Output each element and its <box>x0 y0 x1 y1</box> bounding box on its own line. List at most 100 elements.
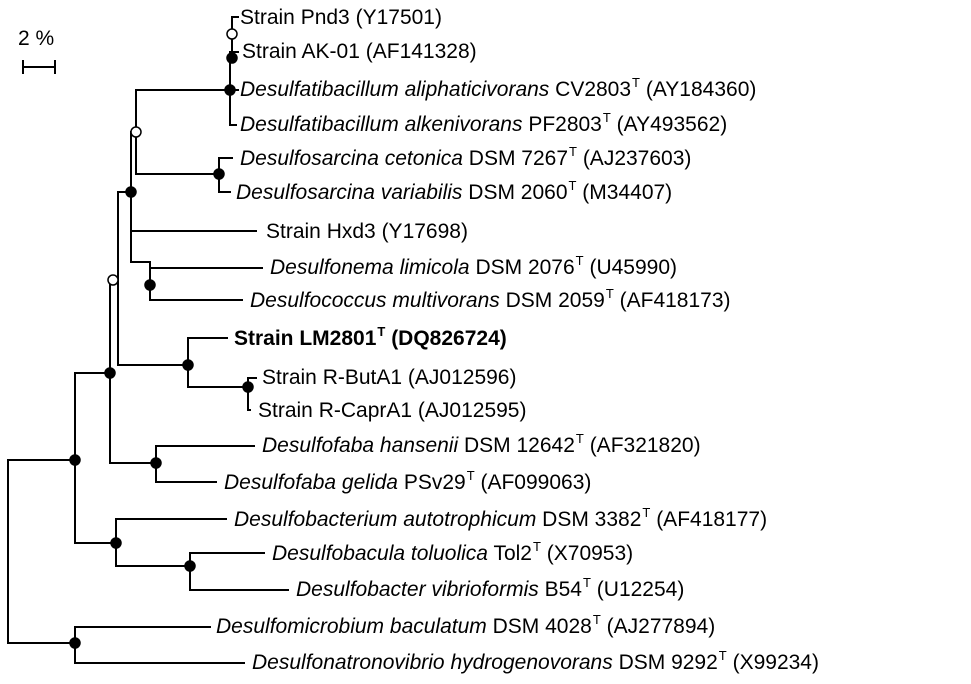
accession-number: (AY184360) <box>645 78 757 101</box>
taxon-label: Desulfomicrobium baculatum DSM 4028T (AJ… <box>216 612 716 642</box>
species-name: Desulfococcus multivorans <box>250 289 500 312</box>
accession-number: (U12254) <box>596 578 685 601</box>
node-filled <box>182 359 194 371</box>
strain-name: Strain R-CaprA1 <box>258 399 413 422</box>
node-filled <box>213 168 225 180</box>
species-name: Desulfobacula toluolica <box>272 542 488 565</box>
taxon-label: Desulfatibacillum alkenivorans PF2803T (… <box>240 110 728 140</box>
accession-number: (AF099063) <box>480 471 592 494</box>
accession-number: (Y17501) <box>355 6 442 29</box>
type-strain-mark: T <box>575 431 584 446</box>
species-name: Desulfonatronovibrio hydrogenovorans <box>252 651 613 674</box>
bootstrap-nodes <box>69 28 254 649</box>
accession-number: (DQ826724) <box>391 327 507 350</box>
taxon-label: Desulfofaba gelida PSv29T (AF099063) <box>224 468 592 498</box>
species-name: Desulfofaba gelida <box>224 471 398 494</box>
taxon-label: Strain Hxd3 (Y17698) <box>266 219 468 245</box>
type-strain-mark: T <box>568 178 577 193</box>
accession-number: (AF418177) <box>656 508 768 531</box>
strain-designation: PF2803 <box>528 113 602 136</box>
node-filled <box>69 637 81 649</box>
strain-designation: Tol2 <box>493 542 532 565</box>
node-filled <box>125 186 137 198</box>
node-filled <box>184 560 196 572</box>
strain-designation: DSM 9292 <box>618 651 718 674</box>
strain-name: Strain AK-01 <box>242 40 360 63</box>
taxon-label: Desulfococcus multivorans DSM 2059T (AF4… <box>250 286 731 316</box>
accession-number: (AJ237603) <box>582 147 692 170</box>
node-filled <box>242 381 254 393</box>
scale-bar <box>22 60 56 74</box>
node-filled <box>226 52 238 64</box>
accession-number: (AJ277894) <box>606 615 716 638</box>
species-name: Desulfatibacillum alkenivorans <box>240 113 523 136</box>
taxon-label: Strain AK-01 (AF141328) <box>242 39 477 65</box>
taxon-label: Desulfobacter vibrioformis B54T (U12254) <box>296 575 685 605</box>
taxon-label: Desulfonema limicola DSM 2076T (U45990) <box>270 253 678 283</box>
strain-name: Strain Hxd3 <box>266 220 376 243</box>
accession-number: (M34407) <box>582 181 673 204</box>
species-name: Desulfatibacillum aliphaticivorans <box>240 78 550 101</box>
taxon-label: Strain R-CaprA1 (AJ012595) <box>258 398 526 424</box>
type-strain-mark: T <box>592 612 601 627</box>
taxon-label: Desulfonatronovibrio hydrogenovorans DSM… <box>252 648 819 678</box>
species-name: Desulfonema limicola <box>270 256 470 279</box>
scale-bar-label: 2 % <box>18 27 55 50</box>
strain-designation: DSM 2076 <box>475 256 575 279</box>
node-filled <box>110 537 122 549</box>
accession-number: (X70953) <box>546 542 634 565</box>
taxon-label: Strain Pnd3 (Y17501) <box>240 5 442 31</box>
node-open <box>130 126 142 138</box>
taxon-label: Desulfosarcina cetonica DSM 7267T (AJ237… <box>240 144 692 174</box>
strain-designation: B54 <box>544 578 582 601</box>
accession-number: (AJ012596) <box>407 366 517 389</box>
strain-designation: CV2803 <box>555 78 632 101</box>
species-name: Desulfofaba hansenii <box>262 434 459 457</box>
node-filled <box>150 457 162 469</box>
taxon-label: Strain LM2801T (DQ826724) <box>234 324 507 354</box>
node-open <box>107 274 119 286</box>
strain-designation: DSM 2060 <box>468 181 568 204</box>
node-filled <box>144 279 156 291</box>
node-filled <box>104 367 116 379</box>
node-open <box>226 28 238 40</box>
strain-designation: PSv29 <box>403 471 466 494</box>
species-name: Desulfobacter vibrioformis <box>296 578 539 601</box>
strain-designation: DSM 12642 <box>463 434 575 457</box>
strain-designation: DSM 4028 <box>492 615 592 638</box>
taxon-label: Desulfatibacillum aliphaticivorans CV280… <box>240 75 757 105</box>
taxon-label: Strain R-ButA1 (AJ012596) <box>262 365 516 391</box>
taxon-label: Desulfosarcina variabilis DSM 2060T (M34… <box>236 178 673 208</box>
type-strain-mark: T <box>605 286 614 301</box>
species-name: Desulfosarcina variabilis <box>236 181 463 204</box>
accession-number: (AF141328) <box>365 40 477 63</box>
type-strain-mark: T <box>632 75 640 90</box>
accession-number: (AF321820) <box>589 434 701 457</box>
type-strain-mark: T <box>582 575 591 590</box>
species-name: Desulfomicrobium baculatum <box>216 615 487 638</box>
taxon-label: Desulfobacterium autotrophicum DSM 3382T… <box>234 505 768 535</box>
type-strain-mark: T <box>377 324 386 339</box>
strain-name: Strain Pnd3 <box>240 6 350 29</box>
accession-number: (U45990) <box>589 256 678 279</box>
type-strain-mark: T <box>575 253 584 268</box>
type-strain-mark: T <box>718 648 727 663</box>
accession-number: (AF418173) <box>619 289 731 312</box>
strain-name: Strain LM2801 <box>234 327 377 350</box>
type-strain-mark: T <box>532 539 541 554</box>
type-strain-mark: T <box>642 505 651 520</box>
node-filled <box>224 84 236 96</box>
strain-designation: DSM 3382 <box>542 508 642 531</box>
strain-designation: DSM 7267 <box>468 147 569 170</box>
species-name: Desulfobacterium autotrophicum <box>234 508 537 531</box>
species-name: Desulfosarcina cetonica <box>240 147 463 170</box>
taxon-label: Desulfobacula toluolica Tol2T (X70953) <box>272 539 634 569</box>
taxon-label: Desulfofaba hansenii DSM 12642T (AF32182… <box>262 431 701 461</box>
accession-number: (Y17698) <box>381 220 468 243</box>
strain-designation: DSM 2059 <box>505 289 605 312</box>
type-strain-mark: T <box>466 468 475 483</box>
strain-name: Strain R-ButA1 <box>262 366 403 389</box>
accession-number: (X99234) <box>732 651 819 674</box>
accession-number: (AY493562) <box>616 113 728 136</box>
